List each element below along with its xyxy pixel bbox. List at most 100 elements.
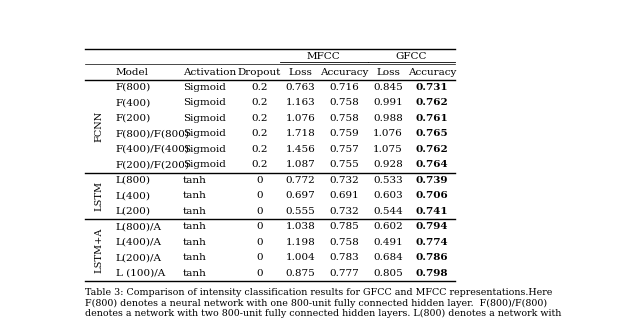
Text: 1.718: 1.718 [285,129,315,138]
Text: 1.076: 1.076 [285,114,315,123]
Text: 0.2: 0.2 [252,114,268,123]
Text: tanh: tanh [182,176,207,185]
Text: 0.761: 0.761 [415,114,448,123]
Text: tanh: tanh [182,207,207,216]
Text: tanh: tanh [182,222,207,231]
Text: 0: 0 [256,269,263,278]
Text: 0.798: 0.798 [415,269,448,278]
Text: 0.774: 0.774 [415,238,448,247]
Text: 0.758: 0.758 [329,114,359,123]
Text: LSTM+A: LSTM+A [95,227,104,272]
Text: Accuracy: Accuracy [408,68,456,76]
Text: 0.772: 0.772 [285,176,315,185]
Text: LSTM: LSTM [95,181,104,211]
Text: FCNN: FCNN [95,110,104,142]
Text: 0.762: 0.762 [415,145,448,154]
Text: L(800)/A: L(800)/A [116,222,162,231]
Text: 0.731: 0.731 [415,83,448,92]
Text: 0.758: 0.758 [329,238,359,247]
Text: 0.763: 0.763 [285,83,315,92]
Text: 0.555: 0.555 [285,207,315,216]
Text: tanh: tanh [182,253,207,262]
Text: 0.764: 0.764 [415,160,448,169]
Text: Sigmoid: Sigmoid [182,160,225,169]
Text: 0.697: 0.697 [285,191,315,200]
Text: 0.2: 0.2 [252,160,268,169]
Text: tanh: tanh [182,269,207,278]
Text: 0.2: 0.2 [252,129,268,138]
Text: Sigmoid: Sigmoid [182,83,225,92]
Text: 0.544: 0.544 [373,207,403,216]
Text: 0.2: 0.2 [252,145,268,154]
Text: 0.786: 0.786 [415,253,448,262]
Text: 0.758: 0.758 [329,98,359,108]
Text: 0.875: 0.875 [285,269,315,278]
Text: 0.777: 0.777 [329,269,359,278]
Text: 0.691: 0.691 [329,191,359,200]
Text: F(400): F(400) [116,98,151,108]
Text: 0.991: 0.991 [373,98,403,108]
Text: Accuracy: Accuracy [320,68,368,76]
Text: 0.739: 0.739 [415,176,448,185]
Text: Model: Model [116,68,148,76]
Text: F(800)/F(800): F(800)/F(800) [116,129,189,138]
Text: 0: 0 [256,253,263,262]
Text: tanh: tanh [182,191,207,200]
Text: Dropout: Dropout [238,68,281,76]
Text: L(400): L(400) [116,191,150,200]
Text: 1.004: 1.004 [285,253,315,262]
Text: 0.602: 0.602 [373,222,403,231]
Text: Loss: Loss [376,68,400,76]
Text: Table 3: Comparison of intensity classification results for GFCC and MFCC repres: Table 3: Comparison of intensity classif… [85,288,561,318]
Text: GFCC: GFCC [396,52,428,61]
Text: 0.757: 0.757 [329,145,359,154]
Text: 0.716: 0.716 [329,83,359,92]
Text: 1.163: 1.163 [285,98,315,108]
Text: Sigmoid: Sigmoid [182,129,225,138]
Text: Loss: Loss [288,68,312,76]
Text: 0.928: 0.928 [373,160,403,169]
Text: tanh: tanh [182,238,207,247]
Text: L (100)/A: L (100)/A [116,269,165,278]
Text: F(400)/F(400): F(400)/F(400) [116,145,189,154]
Text: 0: 0 [256,222,263,231]
Text: F(200)/F(200): F(200)/F(200) [116,160,189,169]
Text: 1.075: 1.075 [373,145,403,154]
Text: L(200)/A: L(200)/A [116,253,162,262]
Text: F(200): F(200) [116,114,151,123]
Text: 0.794: 0.794 [415,222,448,231]
Text: F(800): F(800) [116,83,151,92]
Text: 0.805: 0.805 [373,269,403,278]
Text: Sigmoid: Sigmoid [182,114,225,123]
Text: Sigmoid: Sigmoid [182,145,225,154]
Text: 1.038: 1.038 [285,222,315,231]
Text: 0.845: 0.845 [373,83,403,92]
Text: L(800): L(800) [116,176,150,185]
Text: 0.783: 0.783 [329,253,359,262]
Text: 0: 0 [256,176,263,185]
Text: 0.491: 0.491 [373,238,403,247]
Text: 0.755: 0.755 [329,160,359,169]
Text: 0: 0 [256,207,263,216]
Text: 0.785: 0.785 [329,222,359,231]
Text: 1.076: 1.076 [373,129,403,138]
Text: 0.732: 0.732 [329,176,359,185]
Text: Sigmoid: Sigmoid [182,98,225,108]
Text: 0.533: 0.533 [373,176,403,185]
Text: 0: 0 [256,238,263,247]
Text: L(400)/A: L(400)/A [116,238,162,247]
Text: 0.732: 0.732 [329,207,359,216]
Text: 1.456: 1.456 [285,145,315,154]
Text: 0.706: 0.706 [415,191,448,200]
Text: 0.759: 0.759 [329,129,359,138]
Text: Activation: Activation [182,68,236,76]
Text: 0.2: 0.2 [252,98,268,108]
Text: L(200): L(200) [116,207,150,216]
Text: MFCC: MFCC [307,52,340,61]
Text: 0: 0 [256,191,263,200]
Text: 1.198: 1.198 [285,238,315,247]
Text: 0.762: 0.762 [415,98,448,108]
Text: 0.603: 0.603 [373,191,403,200]
Text: 0.988: 0.988 [373,114,403,123]
Text: 0.684: 0.684 [373,253,403,262]
